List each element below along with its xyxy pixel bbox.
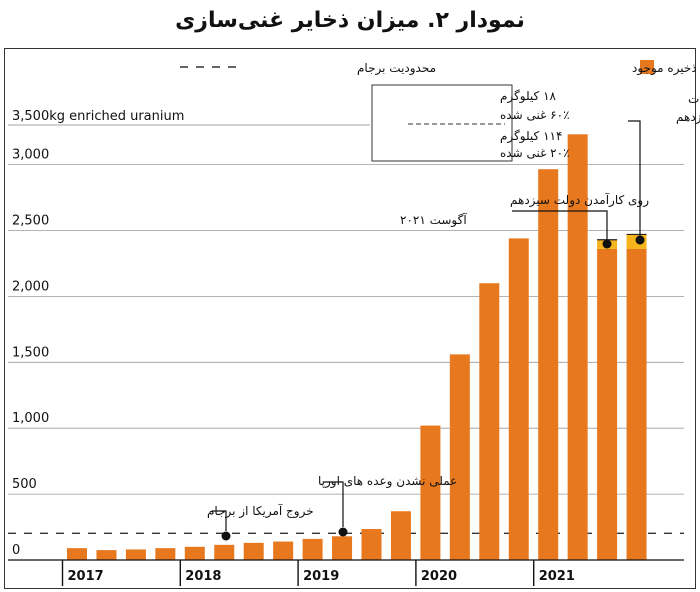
y-tick-label-1500: 1,500 xyxy=(12,345,49,360)
bar-5 xyxy=(214,544,235,560)
bar-1 xyxy=(96,550,117,560)
box-line2: ۶۰٪ غنی شده xyxy=(500,108,570,122)
bar-2 xyxy=(125,549,146,560)
y-tick-label-0: 0 xyxy=(12,543,20,558)
x-tick-label-2019: 2019 xyxy=(303,569,339,584)
bar-7 xyxy=(273,541,294,560)
usexit-leader-dot xyxy=(221,531,231,541)
bar-14 xyxy=(479,283,500,560)
bar-17 xyxy=(567,134,588,560)
bar-3 xyxy=(155,548,176,560)
bar-15 xyxy=(508,238,529,560)
x-tick-label-2021: 2021 xyxy=(539,569,575,584)
y-tick-label-500: 500 xyxy=(12,477,37,492)
bar-11 xyxy=(390,511,411,560)
bar-12 xyxy=(420,425,441,560)
x-tick-label-2020: 2020 xyxy=(421,569,457,584)
y-axis-label: 3,500kg enriched uranium xyxy=(12,109,184,124)
axis-layer: 2017 2018 2019 2020 2021 xyxy=(8,559,684,586)
box-line4: ۲۰٪ غنی شده xyxy=(500,146,570,160)
legend-limit-label: محدودیت برجام xyxy=(357,61,436,76)
y-tick-label-2000: 2,000 xyxy=(12,279,49,294)
chart-frame xyxy=(4,48,696,589)
bar-13 xyxy=(449,354,470,560)
bar-0 xyxy=(67,548,87,560)
gov-line1: روی کارآمدن دولت سیزدهم xyxy=(510,192,649,208)
box-line1: ۱۸ کیلوگرم xyxy=(500,89,557,104)
gov-leader xyxy=(512,210,608,240)
bar-16 xyxy=(538,169,559,560)
usexit-leader xyxy=(212,510,227,531)
bar-9 xyxy=(332,536,353,560)
europe-leader-dot xyxy=(338,527,348,537)
bar-8 xyxy=(302,538,323,560)
europe-leader xyxy=(323,481,344,527)
gov-line2: آگوست ۲۰۲۱ xyxy=(400,212,467,228)
bar-6 xyxy=(243,542,264,560)
x-tick-label-2018: 2018 xyxy=(185,569,221,584)
gov-leader-dot xyxy=(602,239,612,249)
y-tick-label-3000: 3,000 xyxy=(12,148,49,163)
legend-stock-swatch xyxy=(640,60,654,74)
x-tick-label-2017: 2017 xyxy=(68,569,104,584)
y-tick-label-2500: 2,500 xyxy=(12,214,49,229)
chart-title: نمودار ۲. میزان ذخایر غنی‌سازی xyxy=(175,8,525,33)
talks-line2: در دولت سیزدهم xyxy=(676,110,700,125)
europe-text: عملی نشدن وعده های اورپا xyxy=(318,474,457,489)
bar-18 xyxy=(597,248,618,560)
legend-stock-label: ذخیره موجود xyxy=(632,61,697,76)
talks-line1: زمان آغاز مذاکرات xyxy=(688,91,700,107)
bar-layer xyxy=(67,134,647,560)
box-line3: ۱۱۴ کیلوگرم xyxy=(500,129,562,144)
grid-layer: 0 500 1,000 1,500 2,000 2,500 3,000 xyxy=(8,148,684,558)
bar-19 xyxy=(626,248,647,560)
bar-4 xyxy=(184,546,205,560)
y-tick-label-1000: 1,000 xyxy=(12,411,49,426)
bar-10 xyxy=(361,529,382,560)
talks-leader xyxy=(628,120,641,236)
talks-leader-dot xyxy=(635,235,645,245)
enrichment-box xyxy=(371,84,513,162)
usexit-text: خروج آمریکا از برجام xyxy=(207,503,314,519)
